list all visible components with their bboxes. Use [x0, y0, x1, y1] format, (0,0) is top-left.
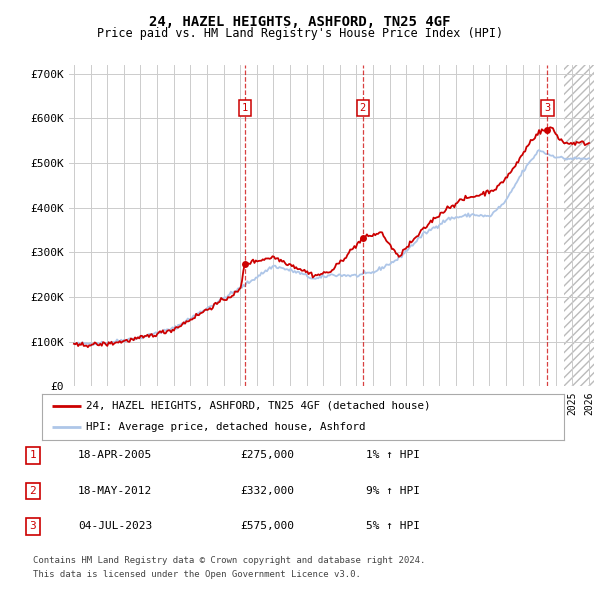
Text: 1% ↑ HPI: 1% ↑ HPI: [366, 451, 420, 460]
Text: 3: 3: [29, 522, 37, 531]
Text: HPI: Average price, detached house, Ashford: HPI: Average price, detached house, Ashf…: [86, 422, 366, 432]
Bar: [564, 65, 600, 386]
Text: £275,000: £275,000: [240, 451, 294, 460]
Text: 04-JUL-2023: 04-JUL-2023: [78, 522, 152, 531]
Text: 2: 2: [29, 486, 37, 496]
Text: 1: 1: [242, 103, 248, 113]
Text: This data is licensed under the Open Government Licence v3.0.: This data is licensed under the Open Gov…: [33, 571, 361, 579]
Text: Contains HM Land Registry data © Crown copyright and database right 2024.: Contains HM Land Registry data © Crown c…: [33, 556, 425, 565]
Text: 18-APR-2005: 18-APR-2005: [78, 451, 152, 460]
Text: 9% ↑ HPI: 9% ↑ HPI: [366, 486, 420, 496]
Text: £332,000: £332,000: [240, 486, 294, 496]
Text: 18-MAY-2012: 18-MAY-2012: [78, 486, 152, 496]
Text: 3: 3: [544, 103, 551, 113]
Text: 24, HAZEL HEIGHTS, ASHFORD, TN25 4GF (detached house): 24, HAZEL HEIGHTS, ASHFORD, TN25 4GF (de…: [86, 401, 431, 411]
Text: 1: 1: [29, 451, 37, 460]
Text: 24, HAZEL HEIGHTS, ASHFORD, TN25 4GF: 24, HAZEL HEIGHTS, ASHFORD, TN25 4GF: [149, 15, 451, 29]
Text: 2: 2: [359, 103, 366, 113]
Text: 5% ↑ HPI: 5% ↑ HPI: [366, 522, 420, 531]
Text: £575,000: £575,000: [240, 522, 294, 531]
Text: Price paid vs. HM Land Registry's House Price Index (HPI): Price paid vs. HM Land Registry's House …: [97, 27, 503, 40]
